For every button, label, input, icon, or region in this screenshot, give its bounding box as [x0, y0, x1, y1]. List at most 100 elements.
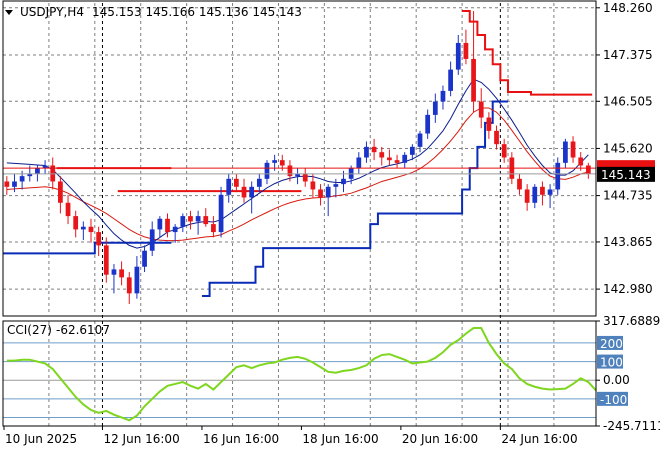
- bear-candle: [524, 189, 530, 203]
- price-series: [3, 9, 596, 305]
- last-price-badge: [597, 166, 655, 182]
- cci-level-label: 200: [600, 337, 623, 351]
- bull-candle: [417, 133, 423, 147]
- bull-candle: [455, 42, 461, 70]
- cci-level-badge: [597, 335, 623, 350]
- cci-series: [6, 327, 597, 422]
- price-tick-label: 143.865: [603, 235, 653, 249]
- cci-level-badge: [597, 391, 628, 406]
- bull-candle: [27, 173, 33, 177]
- price-pane-border: [2, 0, 597, 317]
- support-stop-line: [3, 241, 172, 255]
- bull-candle: [341, 178, 346, 185]
- bear-candle: [478, 101, 484, 118]
- dropdown-arrow-icon[interactable]: [5, 10, 13, 15]
- bull-candle: [12, 181, 17, 187]
- time-tick-label: 20 Jun 16:00: [402, 432, 478, 446]
- indicator-label: CCI(27): [7, 323, 52, 337]
- bull-candle: [249, 186, 255, 198]
- bull-candle: [256, 178, 262, 187]
- bull-candle: [272, 160, 278, 163]
- bull-candle: [402, 154, 408, 163]
- bear-candle: [318, 189, 323, 198]
- cci-level-label: -100: [600, 393, 627, 407]
- time-tick-label: 24 Jun 16:00: [501, 432, 577, 446]
- cci-tick-label: 317.6889: [603, 314, 660, 328]
- cci-level-lines: [3, 342, 596, 418]
- price-tick-label: 148.260: [603, 1, 653, 15]
- bear-candle: [371, 146, 377, 153]
- bear-candle: [279, 160, 285, 166]
- bear-candle: [126, 277, 132, 294]
- bear-candle: [394, 160, 400, 163]
- bear-candle: [302, 173, 308, 182]
- bear-candle: [103, 245, 109, 275]
- bear-candle: [234, 178, 239, 187]
- last-price-label: 145.143: [601, 168, 651, 182]
- bull-candle: [157, 218, 163, 230]
- frame: [2, 0, 597, 427]
- bear-candle: [4, 181, 10, 187]
- bull-candle: [409, 146, 415, 155]
- bull-candle: [111, 269, 117, 275]
- bull-candle: [226, 178, 232, 195]
- bull-candle: [295, 173, 300, 177]
- bear-candle: [88, 226, 94, 233]
- bear-candle: [540, 186, 545, 195]
- bull-candle: [218, 194, 224, 233]
- bull-candle: [35, 168, 40, 174]
- ohlc-values: 145.153 145.166 145.136 145.143: [92, 5, 302, 19]
- bear-candle: [58, 181, 63, 203]
- bear-candle: [119, 269, 124, 278]
- indicator-value: -62.6107: [56, 323, 110, 337]
- bull-candle: [425, 114, 431, 134]
- bull-candle: [547, 189, 553, 195]
- axes: 148.260 147.375 146.505 145.620 144.735 143.8…: [3, 1, 660, 446]
- cci-tick-label: 0.00: [603, 373, 630, 387]
- slow-moving-average-line: [6, 107, 589, 242]
- bull-candle: [563, 141, 568, 163]
- bull-candle: [333, 184, 339, 187]
- bull-candle: [42, 165, 48, 169]
- resistance-stop-line: [462, 9, 593, 96]
- bear-candle: [486, 117, 492, 131]
- bull-candle: [555, 162, 561, 190]
- time-tick-label: 12 Jun 16:00: [103, 432, 179, 446]
- bear-candle: [517, 178, 522, 190]
- cci-level-label: 100: [600, 356, 623, 370]
- bull-candle: [325, 186, 331, 198]
- cci-tick-label: -245.7111: [603, 419, 660, 433]
- bear-candle: [578, 157, 584, 166]
- bull-candle: [432, 101, 438, 115]
- price-tick-label: 145.620: [603, 141, 653, 155]
- cci-line: [6, 327, 597, 422]
- bear-candle: [211, 224, 216, 233]
- bear-candle: [310, 181, 316, 190]
- bear-candle: [165, 218, 170, 233]
- bear-candle: [379, 152, 385, 158]
- time-tick-label: 16 Jun 16:00: [203, 432, 279, 446]
- time-tick-label: 18 Jun 16:00: [302, 432, 378, 446]
- red-level-marker: [597, 160, 655, 171]
- bull-candle: [172, 226, 178, 233]
- bull-candle: [448, 69, 453, 91]
- bear-candle: [203, 216, 209, 225]
- time-tick-label: 10 Jun 2025: [5, 432, 77, 446]
- bull-candle: [195, 216, 201, 222]
- bear-candle: [65, 202, 71, 217]
- bear-candle: [387, 157, 392, 161]
- bear-candle: [585, 165, 591, 174]
- bull-candle: [264, 162, 270, 179]
- cci-level-badge: [597, 354, 623, 369]
- bear-candle: [501, 144, 507, 158]
- bull-candle: [440, 90, 446, 102]
- price-tick-label: 146.505: [603, 94, 653, 108]
- bull-candle: [532, 186, 538, 203]
- bull-candle: [149, 229, 155, 251]
- symbol-label: USDJPY,H4: [20, 5, 84, 19]
- bear-candle: [570, 141, 576, 158]
- price-tick-label: 147.375: [603, 48, 653, 62]
- bull-candle: [142, 250, 147, 267]
- bear-candle: [494, 130, 499, 145]
